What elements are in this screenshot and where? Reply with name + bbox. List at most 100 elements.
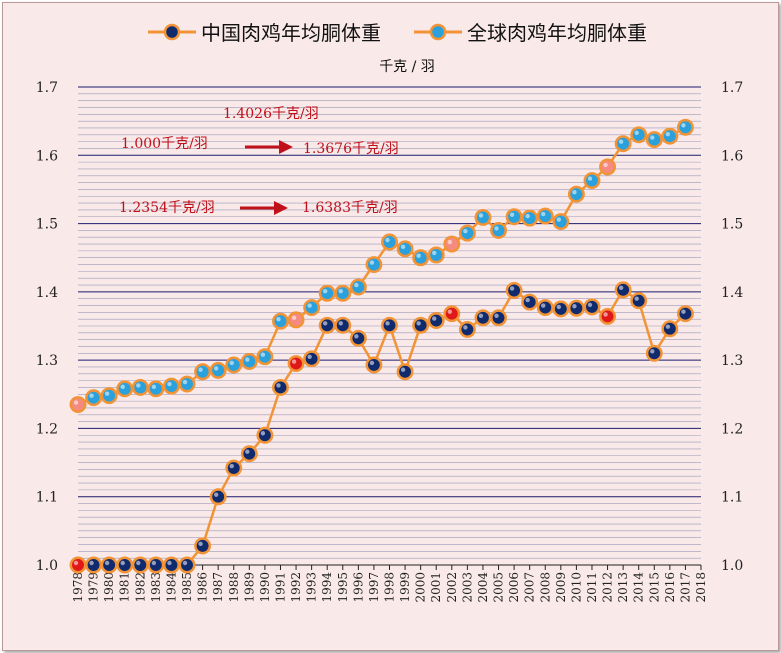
world-point-1985 [178,375,196,393]
china-point-shine [136,560,141,566]
world-point-1999 [396,240,414,258]
y-tick-label-right: 1.7 [721,80,743,96]
legend-china-label: 中国肉鸡年均胴体重 [201,21,381,45]
world-point-shine [182,379,188,385]
unit-label: 千克 / 羽 [379,59,435,75]
world-point-1988 [225,356,243,374]
china-point-shine [432,316,437,321]
world-point-2009 [552,213,570,230]
x-tick-label: 2012 [601,572,615,603]
x-tick-label: 2008 [538,572,552,603]
legend-world-marker [429,23,447,41]
world-point-2010 [567,185,585,203]
world-point-shine [104,391,110,396]
x-tick-label: 2000 [414,572,428,603]
x-tick-label: 2015 [647,572,661,603]
y-tick-label-left: 1.2 [36,421,58,437]
china-point-1998 [381,316,398,334]
china-point-2010 [567,299,585,317]
china-point-2013 [614,281,632,299]
world-point-shine [136,383,141,388]
world-point-2004 [474,208,492,226]
china-point-shine [198,541,203,547]
world-point-2000 [412,249,430,267]
y-tick-label-right: 1.3 [721,353,743,369]
world-point-shine [618,139,624,144]
china-point-shine [681,309,686,314]
world-point-2016 [661,127,679,145]
world-point-shine [525,213,530,219]
china-point-1992 [287,355,305,373]
y-tick-label-left: 1.6 [36,148,58,164]
world-point-shine [151,384,157,390]
x-tick-label: 1996 [351,572,365,603]
x-tick-label: 1991 [273,572,287,603]
legend-item-china: 中国肉鸡年均胴体重 [148,21,381,45]
arrow-head [279,140,293,154]
world-point-shine [478,213,484,218]
china-point-1991 [272,379,289,396]
world-point-shine [572,190,577,195]
world-point-1982 [131,379,149,396]
china-point-1986 [194,537,212,555]
world-point-2015 [645,131,663,149]
china-point-2000 [412,316,430,334]
y-axis-left: 1.0 1.1 1.2 1.3 1.4 1.5 1.6 1.7 [36,80,58,574]
y-tick-label-right: 1.1 [721,490,743,506]
china-point-shine [338,321,343,326]
world-point-shine [447,239,452,245]
china-point-shine [73,560,79,566]
legend: 中国肉鸡年均胴体重 全球肉鸡年均胴体重 [148,21,647,45]
x-tick-label: 2004 [476,572,490,603]
annotation-world-1978: 1.2354千克/羽 [119,200,215,216]
legend-item-world: 全球肉鸡年均胴体重 [414,21,647,45]
china-point-shine [587,302,593,308]
x-tick-label: 1979 [87,572,101,603]
china-point-1984 [163,556,180,574]
series-china [69,281,694,574]
x-tick-label: 1989 [242,572,256,603]
china-point-shine [291,359,297,364]
world-point-shine [354,282,359,288]
china-point-shine [634,296,639,301]
world-point-1995 [334,284,352,302]
world-point-1992 [287,311,305,329]
china-point-shine [260,431,266,436]
world-point-2017 [676,118,694,136]
world-point-shine [338,289,343,294]
china-point-1985 [178,556,196,574]
world-point-1983 [147,380,165,398]
x-tick-label: 2017 [678,572,692,603]
world-point-2012 [599,158,616,176]
world-point-shine [229,360,234,366]
china-point-shine [603,312,608,317]
world-point-2011 [583,172,601,190]
y-tick-label-left: 1.7 [36,80,58,96]
china-point-2006 [505,282,523,299]
x-tick-label: 1983 [149,572,163,603]
world-point-shine [400,244,406,250]
world-point-shine [307,303,312,308]
x-tick-label: 1993 [305,572,319,603]
world-point-shine [494,226,499,231]
line-chart: 中国肉鸡年均胴体重 全球肉鸡年均胴体重 千克 / 羽 1.01.11.21.31… [36,21,744,603]
china-point-shine [120,560,125,566]
x-tick-label: 1986 [196,572,210,603]
world-point-shine [245,357,250,362]
legend-world-label: 全球肉鸡年均胴体重 [467,21,647,45]
y-tick-label-right: 1.2 [721,421,743,437]
china-point-1988 [225,459,243,477]
arrow-head [274,201,288,215]
x-tick-label: 2010 [569,572,583,603]
x-tick-label: 1987 [211,572,225,603]
china-point-1982 [131,556,149,574]
world-point-1979 [85,389,103,407]
china-point-shine [151,560,157,566]
china-point-shine [541,303,546,308]
world-point-shine [73,400,79,405]
china-point-1979 [85,556,103,574]
china-point-1981 [116,556,134,574]
world-point-1980 [100,387,118,405]
china-point-1980 [100,556,118,574]
china-point-2001 [427,312,445,329]
